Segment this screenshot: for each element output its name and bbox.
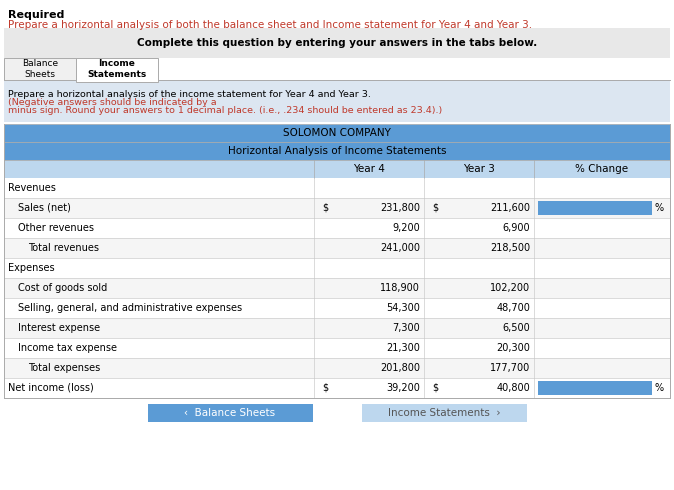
Text: $: $: [322, 203, 328, 213]
Text: 118,900: 118,900: [380, 283, 420, 293]
Text: Income Statements  ›: Income Statements ›: [388, 408, 500, 418]
Text: 102,200: 102,200: [490, 283, 530, 293]
Bar: [4, 178, 670, 198]
Text: Year 3: Year 3: [463, 164, 495, 174]
Text: Revenues: Revenues: [8, 183, 56, 193]
Text: 54,300: 54,300: [386, 303, 420, 313]
Text: ‹  Balance Sheets: ‹ Balance Sheets: [185, 408, 276, 418]
Text: minus sign. Round your answers to 1 decimal place. (i.e., .234 should be entered: minus sign. Round your answers to 1 deci…: [8, 106, 442, 115]
Text: Complete this question by entering your answers in the tabs below.: Complete this question by entering your …: [137, 38, 537, 48]
Text: Total expenses: Total expenses: [28, 363, 100, 373]
Text: 39,200: 39,200: [386, 383, 420, 393]
Text: 9,200: 9,200: [392, 223, 420, 233]
Bar: [4, 298, 670, 318]
Text: Required: Required: [8, 10, 65, 20]
Text: Year 4: Year 4: [353, 164, 385, 174]
Text: Interest expense: Interest expense: [18, 323, 100, 333]
Text: Cost of goods sold: Cost of goods sold: [18, 283, 107, 293]
Bar: [538, 201, 652, 215]
Text: Total revenues: Total revenues: [28, 243, 99, 253]
Text: % Change: % Change: [576, 164, 629, 174]
Bar: [4, 58, 76, 80]
Bar: [4, 160, 670, 178]
Bar: [4, 338, 670, 358]
Text: 6,500: 6,500: [502, 323, 530, 333]
Text: SOLOMON COMPANY: SOLOMON COMPANY: [283, 128, 391, 138]
Text: 21,300: 21,300: [386, 343, 420, 353]
Bar: [4, 278, 670, 298]
Bar: [4, 28, 670, 58]
Text: 20,300: 20,300: [496, 343, 530, 353]
Text: (Negative answers should be indicated by a: (Negative answers should be indicated by…: [8, 98, 216, 107]
Text: Net income (loss): Net income (loss): [8, 383, 94, 393]
Text: %: %: [655, 203, 664, 213]
Bar: [77, 79, 157, 81]
Bar: [538, 381, 652, 395]
Text: Other revenues: Other revenues: [18, 223, 94, 233]
Bar: [4, 358, 670, 378]
Text: 6,900: 6,900: [502, 223, 530, 233]
Bar: [4, 80, 670, 122]
Bar: [4, 218, 670, 238]
Bar: [4, 238, 670, 258]
Text: Prepare a horizontal analysis of the income statement for Year 4 and Year 3.: Prepare a horizontal analysis of the inc…: [8, 90, 371, 99]
Text: 40,800: 40,800: [496, 383, 530, 393]
Text: 241,000: 241,000: [380, 243, 420, 253]
Text: Balance
Sheets: Balance Sheets: [22, 59, 58, 79]
Bar: [4, 142, 670, 160]
Text: Income tax expense: Income tax expense: [18, 343, 117, 353]
Text: Horizontal Analysis of Income Statements: Horizontal Analysis of Income Statements: [228, 146, 446, 156]
Text: Expenses: Expenses: [8, 263, 55, 273]
Text: 7,300: 7,300: [392, 323, 420, 333]
Bar: [4, 124, 670, 142]
Text: 231,800: 231,800: [380, 203, 420, 213]
Bar: [4, 318, 670, 338]
Text: $: $: [322, 383, 328, 393]
Text: Prepare a horizontal analysis of both the balance sheet and Income statement for: Prepare a horizontal analysis of both th…: [8, 20, 532, 30]
Text: 218,500: 218,500: [490, 243, 530, 253]
Bar: [4, 258, 670, 278]
Bar: [362, 404, 527, 422]
Text: 48,700: 48,700: [496, 303, 530, 313]
Text: $: $: [432, 203, 438, 213]
Text: $: $: [432, 383, 438, 393]
Bar: [76, 58, 158, 82]
Text: 177,700: 177,700: [490, 363, 530, 373]
Text: Income
Statements: Income Statements: [88, 59, 147, 79]
Bar: [4, 378, 670, 398]
Text: 201,800: 201,800: [380, 363, 420, 373]
Bar: [148, 404, 313, 422]
Text: %: %: [655, 383, 664, 393]
Text: Sales (net): Sales (net): [18, 203, 71, 213]
Text: 211,600: 211,600: [490, 203, 530, 213]
Text: Selling, general, and administrative expenses: Selling, general, and administrative exp…: [18, 303, 242, 313]
Bar: [4, 198, 670, 218]
